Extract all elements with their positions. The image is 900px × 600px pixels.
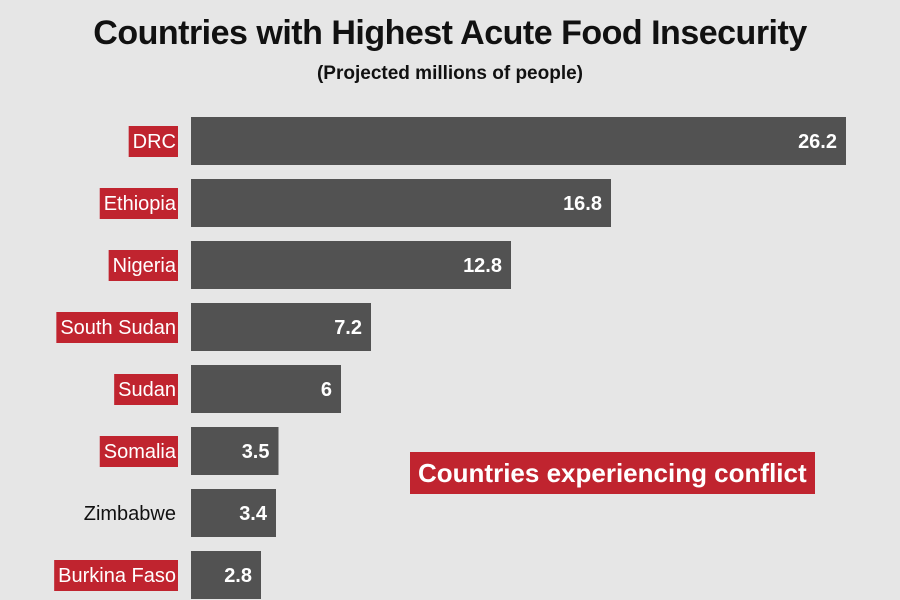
category-label: South Sudan (60, 317, 176, 339)
category-label: Sudan (118, 379, 176, 401)
bar (191, 551, 261, 599)
category-label-highlight (128, 126, 178, 157)
category-label-highlight (99, 436, 178, 467)
chart-title: Countries with Highest Acute Food Insecu… (93, 14, 807, 52)
value-label: 12.8 (463, 255, 502, 277)
bar (191, 179, 611, 227)
category-label: Ethiopia (104, 193, 177, 215)
value-label: 16.8 (563, 193, 602, 215)
bar (191, 241, 511, 289)
bar (191, 365, 341, 413)
category-label: Somalia (104, 441, 177, 463)
value-label: 3.5 (242, 441, 270, 463)
bar (191, 117, 846, 165)
value-label: 26.2 (798, 131, 837, 153)
bar (191, 427, 279, 475)
value-label: 2.8 (224, 565, 252, 587)
category-label: Zimbabwe (84, 503, 176, 525)
category-label-highlight (54, 560, 178, 591)
bar (191, 303, 371, 351)
category-label: DRC (133, 131, 176, 153)
legend-conflict: Countries experiencing conflict (410, 452, 815, 494)
category-label-highlight (56, 312, 178, 343)
value-label: 6 (321, 379, 332, 401)
category-label: Nigeria (113, 255, 177, 277)
category-label-highlight (114, 374, 178, 405)
category-label-highlight (108, 250, 178, 281)
category-label: Burkina Faso (58, 565, 176, 587)
value-label: 3.4 (239, 503, 268, 525)
chart-subtitle: (Projected millions of people) (316, 63, 584, 84)
bar (191, 489, 276, 537)
category-label-highlight (99, 188, 178, 219)
value-label: 7.2 (334, 317, 362, 339)
